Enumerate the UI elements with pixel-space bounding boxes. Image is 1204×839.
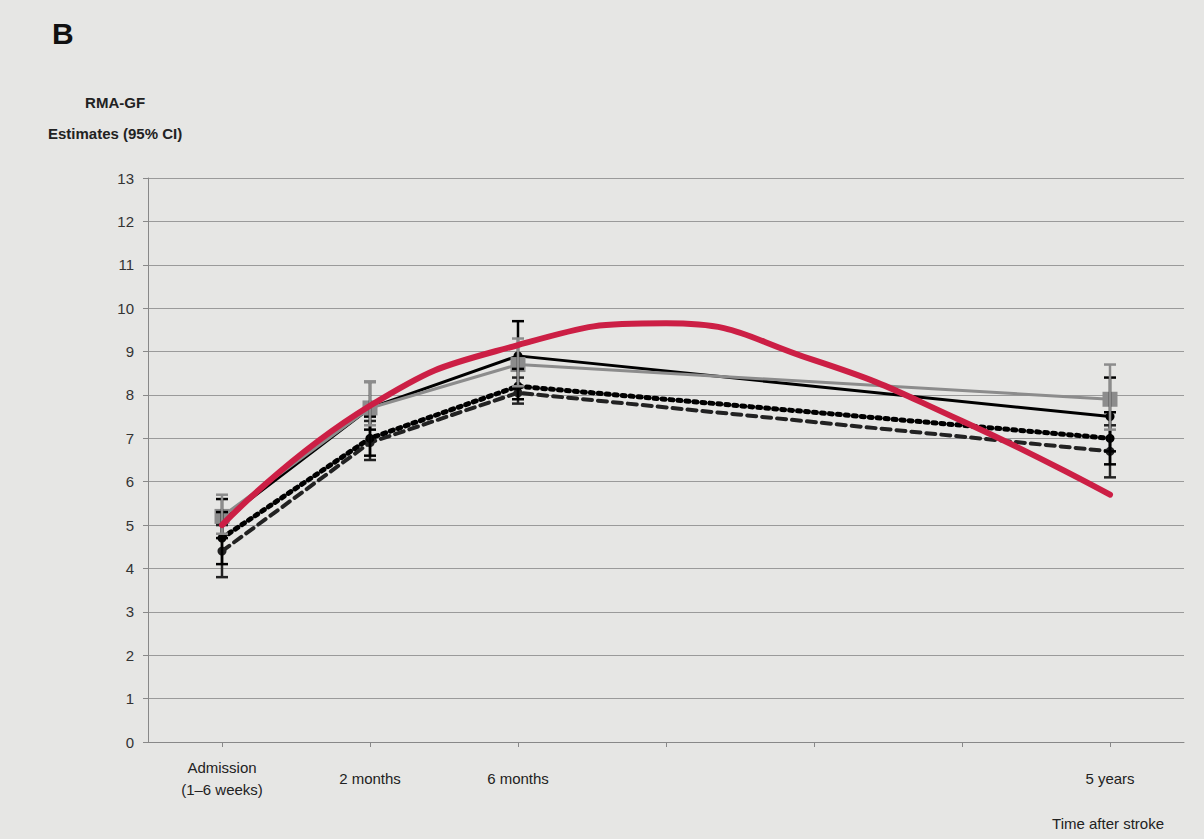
svg-text:9: 9 — [126, 343, 134, 360]
svg-text:Time after stroke: Time after stroke — [1052, 815, 1164, 832]
svg-text:10: 10 — [117, 300, 134, 317]
svg-text:RMA-GF: RMA-GF — [85, 94, 145, 111]
svg-text:(1–6 weeks): (1–6 weeks) — [181, 781, 263, 798]
svg-text:12: 12 — [117, 213, 134, 230]
svg-text:6 months: 6 months — [487, 770, 549, 787]
svg-text:6: 6 — [126, 473, 134, 490]
svg-text:Admission: Admission — [187, 759, 256, 776]
svg-text:2: 2 — [126, 647, 134, 664]
svg-text:Estimates (95% CI): Estimates (95% CI) — [48, 125, 182, 142]
svg-text:11: 11 — [118, 256, 134, 273]
svg-text:0: 0 — [126, 734, 134, 751]
svg-text:3: 3 — [126, 603, 134, 620]
svg-text:7: 7 — [126, 430, 134, 447]
svg-text:2 months: 2 months — [339, 770, 401, 787]
svg-text:8: 8 — [126, 386, 134, 403]
svg-text:5 years: 5 years — [1085, 770, 1134, 787]
svg-text:13: 13 — [117, 170, 134, 187]
svg-text:5: 5 — [126, 517, 134, 534]
svg-text:B: B — [52, 17, 74, 50]
svg-text:4: 4 — [126, 560, 134, 577]
svg-text:1: 1 — [126, 690, 134, 707]
